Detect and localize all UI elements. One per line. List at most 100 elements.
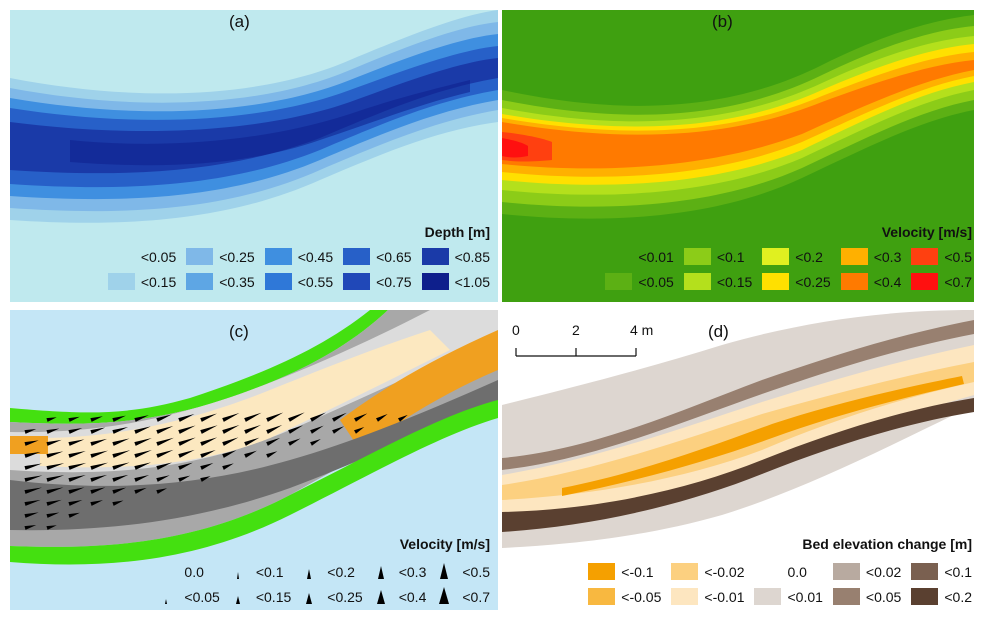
legend-swatch (186, 248, 214, 265)
velocity-arrow (112, 487, 127, 494)
velocity-arrow (266, 451, 278, 458)
legend-item: <0.01 (605, 248, 674, 265)
legend-item: <1.05 (421, 273, 490, 290)
velocity-legend: <0.01 <0.1 <0.2 <0.3 <0.5 <0.05 <0.15 <0.25 <0.4… (605, 248, 972, 290)
inlet-orange-zone (10, 436, 48, 454)
legend-label: <0.15 (140, 273, 177, 290)
legend-label: <0.25 (219, 248, 255, 265)
velocity-arrow (156, 425, 174, 434)
velocity-arrow (24, 512, 39, 518)
velocity-arrow (244, 437, 260, 446)
velocity-arrow (112, 426, 129, 434)
legend-item: 0.0 (158, 563, 219, 580)
velocity-arrow (46, 499, 62, 506)
channel-cream-zone (40, 330, 450, 468)
panel-a-label: (a) (229, 12, 250, 31)
panel-a-depth-map: (a) Depth [m] <0.05 <0.25 <0.45 <0.65 <0.85 <… (10, 10, 498, 302)
velocity-arrow (200, 413, 218, 422)
legend-label: <0.4 (398, 588, 427, 605)
velocity-arrow (332, 426, 345, 434)
legend-item: <0.3 (373, 563, 427, 580)
legend-arrow-symbol (230, 588, 246, 605)
panel-d-bed-elevation-map: 0 2 4 m (d) Bed elevation change [m] <-0… (502, 310, 974, 610)
vector-legend-title: Velocity [m/s] (399, 536, 490, 552)
legend-item: 0.0 (754, 563, 822, 580)
velocity-arrow (310, 425, 324, 434)
legend-swatch (605, 248, 633, 265)
velocity-arrow (156, 449, 174, 458)
legend-item: <0.85 (421, 248, 490, 265)
legend-swatch (671, 588, 699, 605)
velocity-arrow (134, 487, 147, 494)
legend-swatch (107, 248, 135, 265)
velocity-arrow (90, 450, 109, 458)
legend-label: <0.7 (462, 588, 490, 605)
velocity-arrow (90, 487, 106, 494)
bed-erosion-zone (502, 362, 974, 500)
legend-label: <0.25 (795, 273, 831, 290)
bed-elevation-graphic (502, 310, 974, 610)
legend-item: <0.1 (911, 563, 972, 580)
velocity-arrow (354, 413, 368, 422)
scale-bar: 0 2 4 m (512, 322, 692, 362)
legend-swatch (832, 563, 860, 580)
velocity-arrow (288, 412, 305, 422)
legend-item: <0.35 (186, 273, 255, 290)
bed-legend: <-0.1 <-0.02 0.0 <0.02 <0.1 <-0.05 <-0.01 <0.01… (588, 563, 972, 605)
velocity-arrow (266, 437, 281, 446)
velocity-arrow (68, 439, 85, 446)
legend-item: <0.1 (230, 563, 291, 580)
velocity-arrow (200, 425, 218, 434)
panel-b-label: (b) (712, 12, 733, 31)
legend-label: <0.45 (297, 248, 334, 265)
velocity-arrow (68, 416, 80, 422)
legend-swatch (588, 588, 616, 605)
legend-item: <0.5 (436, 563, 490, 580)
velocity-arrow (24, 499, 41, 506)
panel-d-label: (d) (708, 322, 729, 341)
legend-item: <0.15 (683, 273, 752, 290)
velocity-arrow (200, 450, 216, 458)
vector-legend: 0.0 <0.1 <0.2 <0.3 <0.5 <0.05 <0.15 <0.25 <0.4 <0… (158, 563, 490, 605)
velocity-legend-title: Velocity [m/s] (881, 224, 972, 240)
legend-swatch (343, 273, 371, 290)
legend-label: <0.1 (716, 248, 745, 265)
velocity-arrow (134, 475, 150, 482)
velocity-arrow (200, 476, 211, 482)
legend-item: <0.25 (762, 273, 831, 290)
legend-label: <0.2 (327, 563, 355, 580)
legend-arrow-symbol (301, 588, 317, 605)
legend-label: <0.4 (873, 273, 902, 290)
legend-item: <0.45 (264, 248, 334, 265)
velocity-arrow (156, 488, 168, 494)
legend-label: <0.3 (873, 248, 902, 265)
velocity-arrow (244, 412, 262, 422)
velocity-arrow (134, 450, 152, 458)
velocity-arrow (90, 427, 106, 434)
legend-item: <0.15 (107, 273, 177, 290)
legend-label: <0.3 (398, 563, 427, 580)
legend-arrow-symbol (373, 588, 389, 605)
velocity-arrow (200, 462, 214, 470)
velocity-arrow (156, 475, 170, 482)
legend-label: <0.5 (944, 248, 972, 265)
velocity-arrow (354, 426, 365, 434)
velocity-arrow (332, 412, 347, 422)
legend-label: <-0.1 (621, 563, 654, 580)
legend-label: <1.05 (454, 273, 490, 290)
legend-arrow-symbol (373, 563, 389, 580)
velocity-arrow (178, 437, 196, 446)
bed-lower-deposition (502, 398, 974, 532)
velocity-arrow (112, 450, 131, 458)
velocity-arrow (24, 475, 43, 482)
velocity-arrow (200, 437, 218, 446)
velocity-arrow (24, 463, 42, 470)
legend-swatch (671, 563, 699, 580)
legend-arrow-symbol (301, 563, 317, 580)
legend-item: <0.7 (436, 587, 490, 605)
legend-swatch (762, 248, 790, 265)
legend-label: <0.05 (638, 273, 674, 290)
legend-label: <-0.05 (621, 588, 662, 605)
legend-swatch (762, 273, 790, 290)
legend-swatch (754, 563, 782, 580)
